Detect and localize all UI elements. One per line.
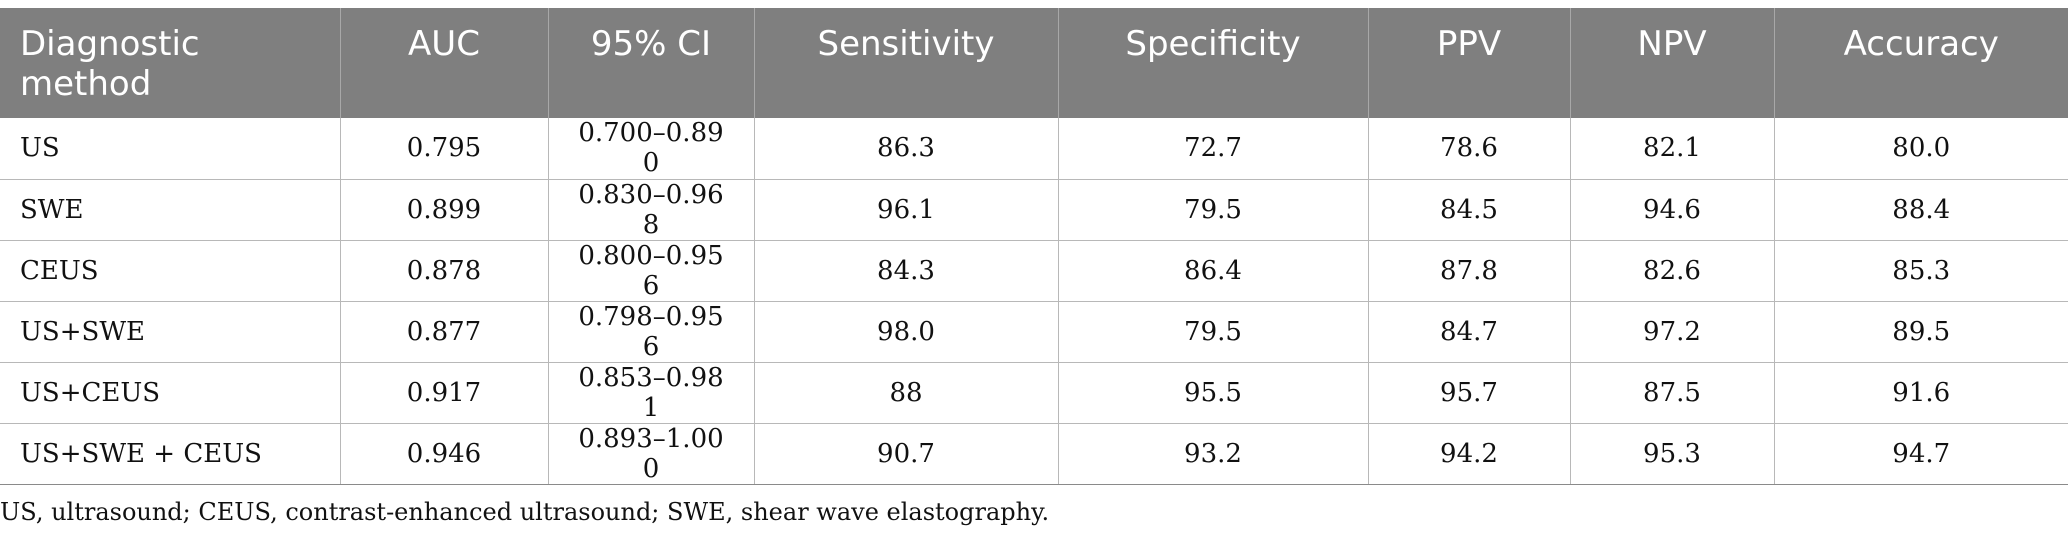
cell-auc: 0.917 (339, 362, 548, 424)
cell-ppv: 84.7 (1367, 301, 1570, 363)
table-header-row: Diagnostic method AUC 95% CI Sensitivity… (0, 8, 2068, 118)
table-row: SWE 0.899 0.830–0.96 8 96.1 79.5 84.5 94… (0, 179, 2068, 241)
header-accuracy: Accuracy (1773, 8, 2068, 118)
cell-auc: 0.899 (339, 179, 548, 241)
table-row: US+SWE + CEUS 0.946 0.893–1.00 0 90.7 93… (0, 423, 2068, 485)
diagnostic-performance-table: Diagnostic method AUC 95% CI Sensitivity… (0, 8, 2068, 485)
cell-method: US+SWE (0, 301, 340, 363)
cell-method: US+SWE + CEUS (0, 423, 340, 485)
header-npv: NPV (1569, 8, 1774, 118)
cell-sensitivity: 90.7 (753, 423, 1058, 485)
cell-specificity: 79.5 (1057, 179, 1368, 241)
header-specificity: Specificity (1057, 8, 1368, 118)
cell-specificity: 79.5 (1057, 301, 1368, 363)
cell-npv: 82.1 (1569, 118, 1774, 180)
cell-method: US+CEUS (0, 362, 340, 424)
cell-method: US (0, 118, 340, 180)
cell-npv: 94.6 (1569, 179, 1774, 241)
header-sensitivity: Sensitivity (753, 8, 1058, 118)
cell-specificity: 95.5 (1057, 362, 1368, 424)
cell-sensitivity: 86.3 (753, 118, 1058, 180)
cell-accuracy: 80.0 (1773, 118, 2068, 180)
cell-sensitivity: 84.3 (753, 240, 1058, 302)
cell-ci: 0.853–0.98 1 (547, 362, 754, 424)
cell-method: SWE (0, 179, 340, 241)
cell-auc: 0.946 (339, 423, 548, 485)
table-row: US+SWE 0.877 0.798–0.95 6 98.0 79.5 84.7… (0, 301, 2068, 363)
cell-ci: 0.800–0.95 6 (547, 240, 754, 302)
cell-auc: 0.795 (339, 118, 548, 180)
cell-auc: 0.878 (339, 240, 548, 302)
cell-sensitivity: 98.0 (753, 301, 1058, 363)
cell-sensitivity: 96.1 (753, 179, 1058, 241)
cell-auc: 0.877 (339, 301, 548, 363)
header-95-ci: 95% CI (547, 8, 754, 118)
cell-accuracy: 88.4 (1773, 179, 2068, 241)
cell-npv: 97.2 (1569, 301, 1774, 363)
table-row: US 0.795 0.700–0.89 0 86.3 72.7 78.6 82.… (0, 118, 2068, 180)
cell-ppv: 95.7 (1367, 362, 1570, 424)
cell-ppv: 78.6 (1367, 118, 1570, 180)
table-row: US+CEUS 0.917 0.853–0.98 1 88 95.5 95.7 … (0, 362, 2068, 424)
header-ppv: PPV (1367, 8, 1570, 118)
cell-specificity: 86.4 (1057, 240, 1368, 302)
cell-sensitivity: 88 (753, 362, 1058, 424)
cell-npv: 95.3 (1569, 423, 1774, 485)
cell-accuracy: 94.7 (1773, 423, 2068, 485)
cell-accuracy: 85.3 (1773, 240, 2068, 302)
cell-accuracy: 91.6 (1773, 362, 2068, 424)
cell-ppv: 94.2 (1367, 423, 1570, 485)
cell-ci: 0.893–1.00 0 (547, 423, 754, 485)
cell-ppv: 84.5 (1367, 179, 1570, 241)
cell-npv: 87.5 (1569, 362, 1774, 424)
cell-ci: 0.700–0.89 0 (547, 118, 754, 180)
cell-ci: 0.830–0.96 8 (547, 179, 754, 241)
results-table-container: Diagnostic method AUC 95% CI Sensitivity… (0, 8, 2068, 485)
cell-ppv: 87.8 (1367, 240, 1570, 302)
cell-specificity: 72.7 (1057, 118, 1368, 180)
table-row: CEUS 0.878 0.800–0.95 6 84.3 86.4 87.8 8… (0, 240, 2068, 302)
cell-method: CEUS (0, 240, 340, 302)
header-diagnostic-method: Diagnostic method (0, 8, 340, 118)
cell-specificity: 93.2 (1057, 423, 1368, 485)
table-footnote: US, ultrasound; CEUS, contrast-enhanced … (0, 498, 1050, 526)
header-auc: AUC (339, 8, 548, 118)
cell-npv: 82.6 (1569, 240, 1774, 302)
cell-ci: 0.798–0.95 6 (547, 301, 754, 363)
cell-accuracy: 89.5 (1773, 301, 2068, 363)
